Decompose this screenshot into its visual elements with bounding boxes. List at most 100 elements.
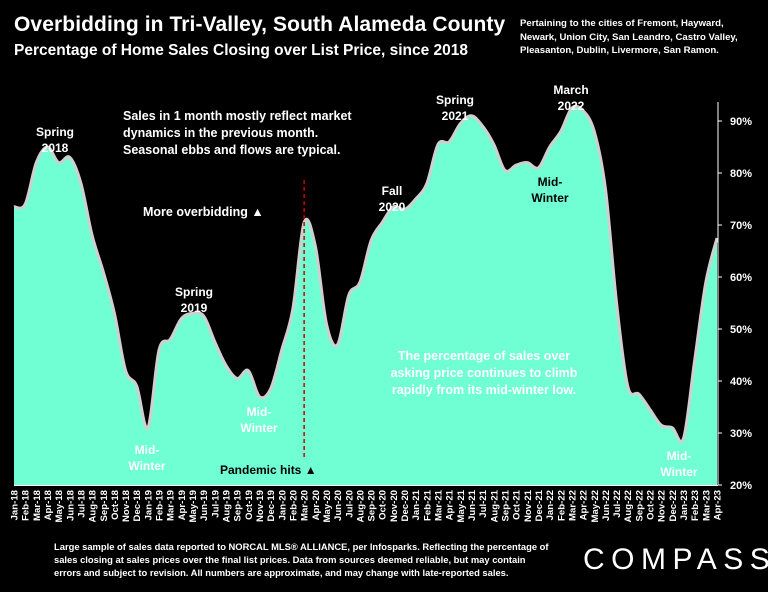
trend-note-line: The percentage of sales over [398, 349, 570, 363]
y-tick-label: 50% [730, 324, 752, 336]
more-overbidding-label: More overbidding ▲ [143, 205, 264, 219]
annotation-line: March [553, 83, 588, 97]
x-tick-label: Apr-23 [713, 490, 724, 520]
x-tick-label: Apr-20 [311, 490, 322, 520]
x-tick-label: Apr-18 [43, 489, 54, 520]
x-tick-label: Aug-20 [355, 490, 366, 523]
x-tick-label: Feb-19 [155, 490, 166, 521]
x-tick-label: Oct-22 [646, 490, 657, 520]
x-tick-label: Jun-20 [333, 490, 344, 521]
x-tick-label: Mar-19 [166, 490, 177, 521]
x-tick-label: Jun-19 [199, 490, 210, 521]
annotation-mid-winter: Mid- Winter [660, 449, 698, 479]
trend-note-line: asking price continues to climb [391, 366, 578, 380]
pandemic-hits-label: Pandemic hits ▲ [220, 463, 317, 477]
x-tick-label: Aug-18 [88, 489, 99, 522]
x-tick-label: Jan-18 [10, 489, 21, 520]
y-tick-label: 20% [730, 480, 752, 492]
x-tick-label: Oct-21 [512, 489, 523, 520]
x-tick-label: Apr-19 [177, 490, 188, 520]
x-tick-label: Mar-22 [567, 490, 578, 521]
annotation-line: Spring [36, 125, 74, 139]
x-tick-label: Sep-19 [233, 490, 244, 521]
x-tick-label: Aug-19 [222, 490, 233, 523]
annotation-line: Fall [382, 184, 403, 198]
series-line [13, 104, 719, 444]
x-tick-label: Sep-21 [500, 489, 511, 521]
y-tick-label: 40% [730, 376, 752, 388]
x-tick-label: Aug-22 [623, 490, 634, 523]
annotation-line: 2018 [42, 141, 69, 155]
annotation-line: Winter [531, 191, 569, 205]
annotation-mid-winter: Mid- Winter [128, 443, 166, 473]
y-tick-label: 70% [730, 220, 752, 232]
annotation-spring-2018: Spring 2018 [36, 125, 74, 155]
x-tick-label: Jul-22 [612, 490, 623, 518]
x-tick-label: Jan-19 [143, 490, 154, 520]
lag-note-line: Sales in 1 month mostly reflect market [123, 109, 352, 123]
x-tick-label: Oct-18 [110, 489, 121, 520]
annotation-line: Winter [240, 421, 278, 435]
x-tick-label: Jan-23 [679, 490, 690, 520]
x-tick-label: Dec-22 [668, 490, 679, 521]
annotation-line: 2020 [379, 200, 406, 214]
x-tick-label: Jul-19 [210, 490, 221, 518]
source-footnote: Large sample of sales data reported to N… [54, 541, 549, 578]
annotation-line: Spring [175, 285, 213, 299]
cities-note: Pertaining to the cities of Fremont, Hay… [520, 18, 738, 56]
annotation-march-2022: March 2022 [553, 83, 588, 113]
x-tick-label: Jan-20 [277, 490, 288, 520]
x-tick-label: Feb-22 [556, 490, 567, 521]
x-tick-label: Mar-18 [32, 489, 43, 521]
chart-subtitle: Percentage of Home Sales Closing over Li… [14, 42, 468, 59]
lag-note-line: Seasonal ebbs and flows are typical. [123, 143, 340, 157]
x-tick-label: Jul-18 [76, 489, 87, 517]
annotation-spring-2021: Spring 2021 [436, 93, 474, 123]
x-tick-label: Oct-19 [244, 490, 255, 520]
x-tick-label: Apr-22 [579, 490, 590, 520]
x-tick-label: Mar-23 [701, 490, 712, 521]
x-tick-label: Dec-21 [534, 489, 545, 521]
x-tick-label: Nov-20 [389, 490, 400, 522]
y-tick-label: 60% [730, 272, 752, 284]
x-tick-label: May-21 [456, 489, 467, 522]
y-tick-label: 80% [730, 168, 752, 180]
x-tick-label: Feb-23 [690, 490, 701, 521]
trend-note-line: rapidly from its mid-winter low. [392, 383, 576, 397]
x-tick-label: Nov-19 [255, 490, 266, 522]
annotation-spring-2019: Spring 2019 [175, 285, 213, 315]
trend-note: The percentage of sales over asking price… [391, 349, 578, 397]
x-tick-label: Apr-21 [445, 489, 456, 520]
annotation-fall-2020: Fall 2020 [379, 184, 406, 214]
lag-note: Sales in 1 month mostly reflect market dy… [123, 109, 352, 157]
y-tick-label: 90% [730, 116, 752, 128]
x-tick-label: Jun-18 [65, 489, 76, 521]
annotation-line: Winter [660, 465, 698, 479]
x-tick-label: Mar-21 [434, 489, 445, 521]
annotation-line: 2021 [442, 109, 469, 123]
x-tick-label: Jul-20 [344, 490, 355, 518]
x-tick-label: May-18 [54, 489, 65, 522]
x-tick-label: Nov-22 [657, 490, 668, 522]
annotation-mid-winter: Mid- Winter [240, 405, 278, 435]
x-tick-label: Oct-20 [378, 490, 389, 520]
x-tick-label: Feb-18 [21, 489, 32, 521]
x-tick-label: Jun-21 [467, 489, 478, 521]
annotation-line: 2022 [558, 99, 585, 113]
compass-logo: COMPASS [583, 543, 768, 576]
x-tick-label: Sep-22 [634, 490, 645, 521]
x-tick-label: May-19 [188, 490, 199, 523]
annotation-line: Mid- [538, 175, 563, 189]
annotation-mid-winter: Mid- Winter [531, 175, 569, 205]
x-tick-label: Aug-21 [489, 489, 500, 522]
annotation-line: Spring [436, 93, 474, 107]
x-tick-label: Nov-18 [121, 489, 132, 522]
x-tick-label: Nov-21 [523, 489, 534, 522]
x-tick-label: Dec-19 [266, 490, 277, 521]
x-tick-label: Jun-22 [601, 490, 612, 521]
chart-title: Overbidding in Tri-Valley, South Alameda… [14, 13, 506, 36]
x-tick-label: Sep-18 [99, 489, 110, 521]
annotation-line: Winter [128, 459, 166, 473]
annotation-line: Mid- [667, 449, 692, 463]
